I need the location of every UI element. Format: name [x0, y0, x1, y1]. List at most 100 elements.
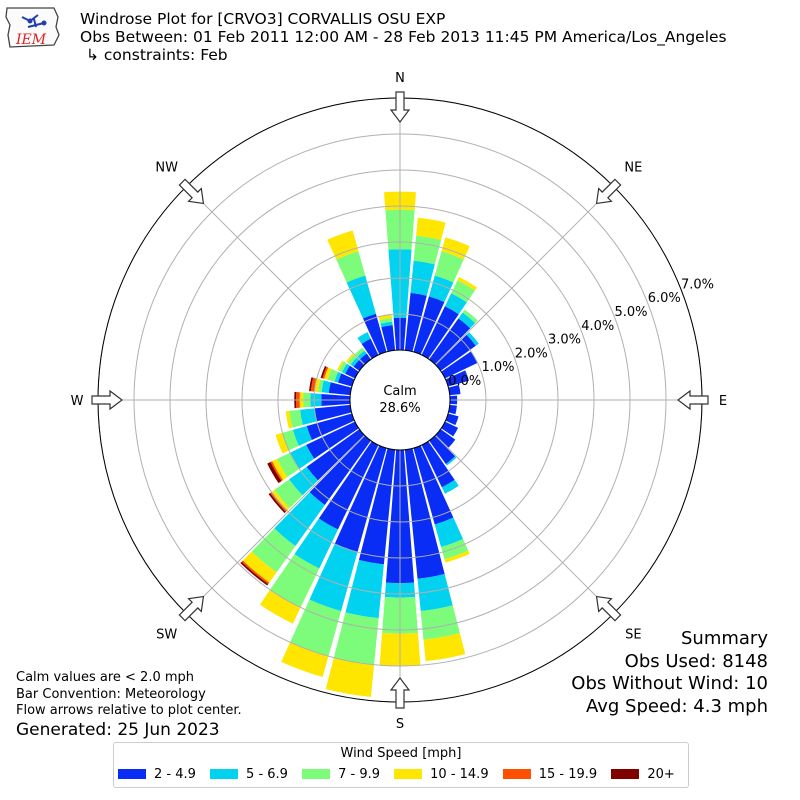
windrose-bar-280-bin5	[309, 377, 314, 392]
windrose-bar-150-bin0	[421, 441, 455, 488]
legend: Wind Speed [mph] 2 - 4.9 5 - 6.9 7 - 9.9…	[113, 742, 689, 788]
grid-spoke	[186, 186, 365, 365]
radial-tick-labels: 0.0%1.0%2.0%3.0%4.0%5.0%6.0%7.0%	[448, 277, 714, 388]
windrose-bar-220-bin2	[251, 528, 296, 573]
windrose-bar-300-bin3	[337, 360, 344, 371]
legend-label: 7 - 9.9	[338, 767, 380, 782]
windrose-bar-260-bin0	[314, 404, 352, 422]
flow-note: Flow arrows relative to plot center.	[16, 703, 242, 718]
windrose-bar-350-bin1	[380, 321, 393, 328]
calm-label: Calm	[383, 384, 416, 399]
windrose-bar-140-bin0	[429, 435, 456, 465]
windrose-bar-20-bin2	[434, 251, 464, 283]
summary-title: Summary	[681, 628, 768, 649]
windrose-bar-190-bin0	[358, 448, 396, 565]
windrose-bar-210-bin0	[318, 441, 379, 530]
windrose-bar-120-bin0	[441, 421, 459, 437]
windrose-bars	[240, 191, 479, 697]
windrose-bar-70-bin0	[445, 370, 469, 387]
legend-label: 2 - 4.9	[154, 767, 196, 782]
windrose-bar-30-bin2	[451, 280, 476, 303]
windrose-bar-230-bin2	[274, 479, 303, 509]
windrose-bar-210-bin1	[294, 518, 338, 569]
legend-swatch	[502, 769, 531, 779]
windrose-bar-200-bin2	[290, 599, 342, 657]
legend-title: Wind Speed [mph]	[340, 746, 462, 761]
windrose-bar-340-bin3	[327, 230, 359, 260]
windrose-bar-240-bin2	[276, 452, 300, 478]
chart-constraints: ↳ constraints: Feb	[86, 46, 228, 64]
windrose-bar-320-bin1	[357, 350, 367, 360]
windrose-bar-130-bin0	[435, 429, 456, 448]
windrose-bar-330-bin1	[357, 332, 371, 344]
legend-swatch	[611, 769, 640, 779]
windrose-bar-150-bin1	[441, 479, 459, 494]
radial-tick-label: 3.0%	[548, 333, 581, 348]
windrose-bar-160-bin3	[444, 550, 470, 563]
compass-label-n: N	[395, 71, 405, 86]
windrose-bar-250-bin3	[275, 432, 289, 454]
windrose-bar-350-bin2	[379, 317, 393, 324]
windrose-bar-240-bin0	[306, 421, 359, 459]
flow-arrow	[677, 389, 709, 411]
legend-label: 5 - 6.9	[246, 767, 288, 782]
windrose-bar-200-bin1	[309, 543, 358, 612]
legend-item: 5 - 6.9	[210, 767, 288, 782]
flow-arrow	[91, 389, 123, 411]
legend-item: 10 - 14.9	[394, 767, 489, 782]
windrose-bar-320-bin2	[354, 347, 365, 357]
windrose-bar-140-bin1	[445, 456, 457, 466]
windrose-bar-300-bin0	[345, 365, 359, 379]
compass-label-e: E	[719, 394, 727, 409]
windrose-bar-40-bin0	[429, 318, 471, 365]
windrose-bar-60-bin0	[441, 351, 478, 379]
windrose-bar-210-bin2	[270, 554, 320, 608]
flow-arrow	[178, 595, 205, 622]
windrose-bar-280-bin1	[321, 380, 331, 394]
windrose-bar-20-bin3	[441, 237, 470, 260]
grid-spoke	[186, 435, 365, 614]
radial-tick-label: 1.0%	[481, 360, 514, 375]
summary-obs-without-wind: Obs Without Wind: 10	[571, 673, 768, 694]
windrose-bar-310-bin3	[346, 353, 354, 363]
generated-date: Generated: 25 Jun 2023	[16, 719, 220, 740]
windrose-bar-310-bin0	[353, 359, 365, 371]
windrose-bar-290-bin0	[337, 373, 355, 387]
flow-arrow	[389, 91, 411, 123]
windrose-bar-10-bin1	[410, 260, 435, 296]
windrose-bar-30-bin1	[444, 293, 467, 315]
legend-item: 20+	[611, 767, 675, 782]
windrose-bar-350-bin0	[381, 325, 396, 352]
legend-label: 15 - 19.9	[538, 767, 598, 782]
windrose-bar-240-bin5	[267, 462, 282, 484]
windrose-bar-250-bin1	[292, 426, 312, 446]
windrose-bar-190-bin3	[325, 657, 375, 697]
windrose-bar-10-bin0	[404, 292, 427, 352]
windrose-bar-220-bin4	[241, 560, 270, 585]
legend-items: 2 - 4.9 5 - 6.9 7 - 9.9 10 - 14.9 15 - 1…	[118, 767, 685, 782]
windrose-bar-220-bin5	[240, 561, 269, 586]
flow-arrows	[91, 91, 709, 709]
windrose-bar-170-bin3	[423, 633, 466, 662]
windrose-bar-310-bin1	[350, 357, 360, 367]
grid-spoke	[435, 186, 614, 365]
windrose-bar-200-bin0	[334, 445, 387, 553]
compass-labels: N NE E SE S SW W NW	[71, 71, 728, 732]
chart-title: Windrose Plot for [CRVO3] CORVALLIS OSU …	[80, 10, 446, 28]
windrose-bar-170-bin1	[417, 573, 453, 611]
compass-label-w: W	[71, 394, 84, 409]
windrose-bar-100-bin0	[448, 404, 457, 415]
windrose-bar-10-bin3	[416, 217, 446, 240]
windrose-bar-240-bin4	[270, 461, 283, 482]
legend-swatch	[302, 769, 331, 779]
compass-label-ne: NE	[624, 161, 642, 176]
windrose-bar-170-bin2	[420, 605, 460, 640]
iem-logo: IEM	[4, 5, 62, 50]
radial-tick-label: 5.0%	[614, 305, 647, 320]
compass-label-sw: SW	[156, 627, 177, 642]
windrose-bar-240-bin3	[272, 458, 288, 481]
radial-tick-label: 2.0%	[515, 346, 548, 361]
windrose-bar-230-bin3	[271, 489, 290, 511]
radial-tick-label: 7.0%	[681, 277, 714, 292]
